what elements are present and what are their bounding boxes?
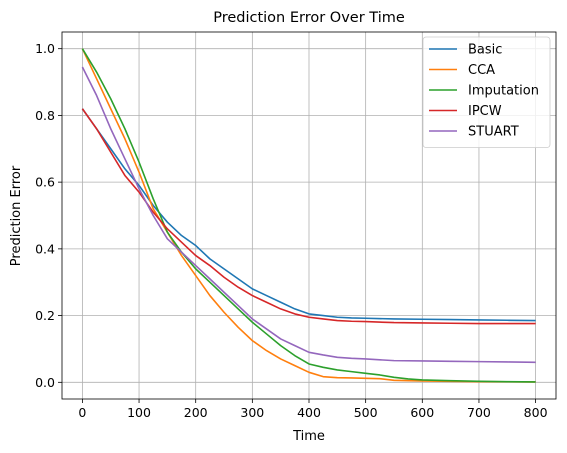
legend-label-basic: Basic xyxy=(468,43,502,58)
series-line-imputation xyxy=(81,48,536,383)
legend-box xyxy=(422,36,551,148)
series-line-stuart xyxy=(81,66,536,364)
legend-label-imputation: Imputation xyxy=(468,84,539,99)
x-tick-label: 200 xyxy=(184,405,208,420)
x-axis-title: Time xyxy=(292,429,325,444)
legend-label-cca: CCA xyxy=(468,63,495,78)
legend-label-stuart: STUART xyxy=(468,125,519,140)
y-axis-ticks: 0.0 0.2 0.4 0.6 0.8 1.0 xyxy=(35,41,62,390)
x-tick-label: 0 xyxy=(78,405,86,420)
legend: Basic CCA Imputation IPCW STUART xyxy=(422,36,551,148)
x-tick-label: 100 xyxy=(127,405,151,420)
y-axis-title: Prediction Error xyxy=(9,165,24,266)
series-line-basic xyxy=(81,108,536,322)
chart-title: Prediction Error Over Time xyxy=(213,10,405,26)
y-tick-label: 0.2 xyxy=(35,308,55,323)
x-tick-label: 800 xyxy=(524,405,548,420)
x-tick-label: 700 xyxy=(467,405,491,420)
legend-label-ipcw: IPCW xyxy=(468,104,502,119)
y-tick-label: 0.6 xyxy=(35,175,55,190)
series-line-cca xyxy=(81,48,536,383)
x-axis-ticks: 0 100 200 300 400 500 600 700 800 xyxy=(78,399,548,420)
x-tick-label: 300 xyxy=(240,405,264,420)
x-tick-label: 500 xyxy=(354,405,378,420)
y-tick-label: 1.0 xyxy=(35,41,55,56)
y-tick-label: 0.0 xyxy=(35,375,55,390)
x-tick-label: 400 xyxy=(297,405,321,420)
x-tick-label: 600 xyxy=(410,405,434,420)
series-lines xyxy=(81,48,536,383)
y-tick-label: 0.8 xyxy=(35,108,55,123)
y-tick-label: 0.4 xyxy=(35,241,55,256)
